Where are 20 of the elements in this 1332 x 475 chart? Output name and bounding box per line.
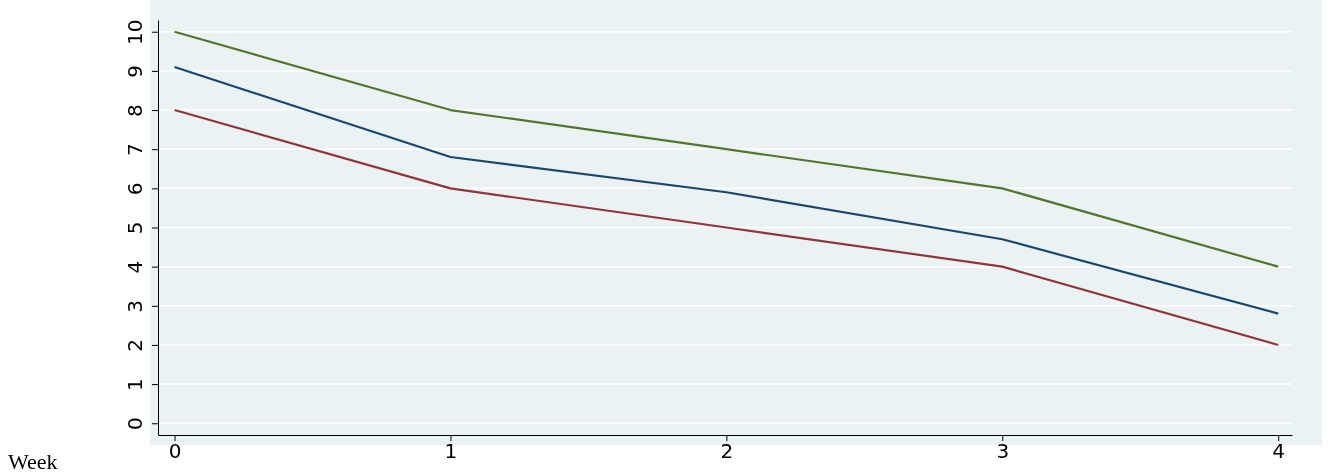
y-tick-label: 1 [123,378,148,391]
line-series [173,30,1280,268]
x-tick-label: 4 [1272,439,1286,464]
y-tick-label: 3 [123,299,148,313]
x-tick-label: 2 [720,439,734,464]
x-tick-label: 1 [444,439,458,464]
y-tick-label: 0 [123,417,148,431]
y-tick-label: 6 [123,182,148,196]
y-tick-label: 7 [123,143,148,157]
x-axis-title: Week [8,449,58,474]
y-tick-label: 5 [123,221,148,235]
y-tick-label: 8 [123,104,148,117]
y-tick-label: 9 [123,65,148,78]
line-series [173,108,1280,347]
line-series [173,65,1280,315]
y-tick-label: 4 [123,260,148,274]
x-tick-label: 0 [168,439,182,464]
x-tick-label: 3 [996,439,1010,464]
y-tick-label: 10 [123,19,148,45]
y-tick-label: 2 [123,339,148,352]
